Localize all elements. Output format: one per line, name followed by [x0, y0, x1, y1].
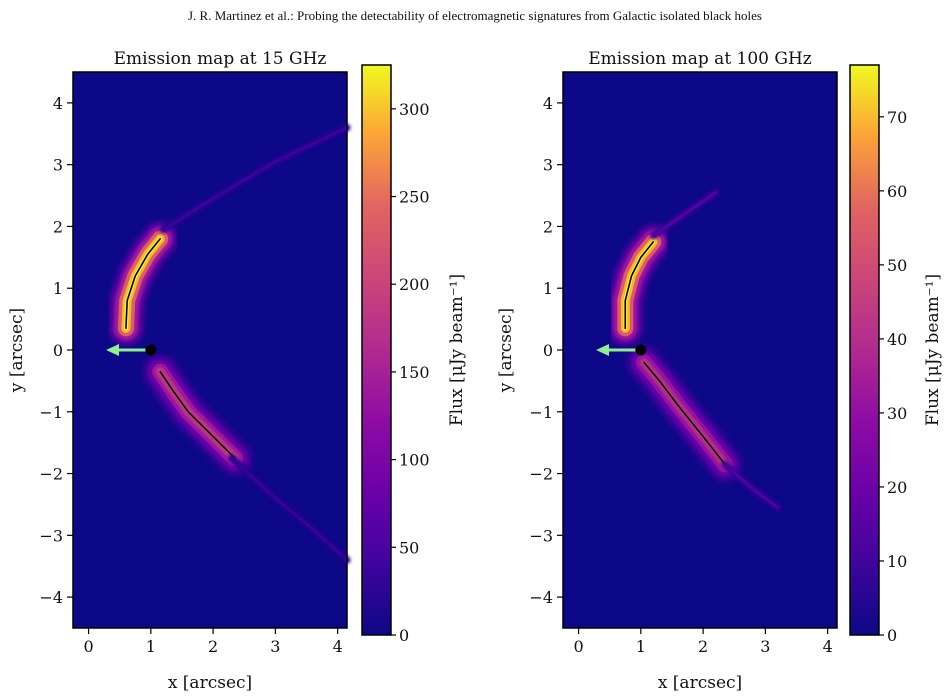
colorbar-tick-label: 30 — [887, 404, 907, 423]
x-tick-label: 1 — [146, 637, 156, 656]
panel-100ghz: Emission map at 100 GHz 0 1 2 3 4 −4 −3 −2 −1 0 1 2… — [496, 49, 943, 693]
x-axis-label: x [arcsec] — [658, 673, 742, 693]
x-tick-label: 0 — [573, 637, 583, 656]
colorbar-tick-label: 40 — [887, 330, 907, 349]
emission-lower-lobe — [143, 354, 252, 476]
colorbar-tick-label: 60 — [887, 182, 907, 201]
panel-title: Emission map at 100 GHz — [588, 49, 812, 69]
colorbar: 0 50 100 150 200 250 300 Flux [μJy beam⁻¹] — [361, 64, 467, 645]
markers — [596, 344, 647, 356]
emission-features — [608, 188, 782, 512]
y-tick-label: 4 — [543, 94, 553, 113]
emission-features — [108, 124, 351, 564]
x-tick-label: 2 — [698, 637, 708, 656]
x-axis-label: x [arcsec] — [168, 673, 252, 693]
colorbar-tick-label: 70 — [887, 108, 907, 127]
colorbar-tick-label: 100 — [399, 451, 430, 470]
running-header: J. R. Martinez et al.: Probing the detec… — [188, 8, 762, 23]
y-axis-label: y [arcsec] — [7, 308, 27, 393]
colorbar-tick-label: 300 — [399, 100, 430, 119]
y-tick-label: 1 — [53, 279, 63, 298]
x-tick-label: 0 — [83, 637, 93, 656]
colorbar-tick-label: 250 — [399, 188, 430, 207]
axis-ticks: 0 1 2 3 4 −4 −3 −2 −1 0 1 2 3 4 — [39, 94, 342, 656]
x-tick-label: 3 — [270, 637, 280, 656]
emission-layer — [162, 126, 348, 231]
y-tick-label: −4 — [529, 588, 553, 607]
markers — [106, 344, 157, 356]
y-tick-label: −2 — [529, 465, 553, 484]
contour-line — [125, 238, 161, 330]
axis-ticks: 0 1 2 3 4 −4 −3 −2 −1 0 1 2 3 4 — [529, 94, 832, 656]
y-axis-label: y [arcsec] — [496, 308, 516, 393]
contour-line — [643, 361, 726, 466]
black-hole-marker — [145, 344, 157, 356]
colorbar-tick-label: 200 — [399, 275, 430, 294]
panel-title: Emission map at 15 GHz — [114, 49, 327, 69]
map-area — [562, 71, 838, 629]
y-tick-label: −3 — [39, 526, 63, 545]
colorbar-tick-label: 0 — [887, 626, 897, 645]
y-tick-label: −4 — [39, 588, 63, 607]
y-tick-label: −2 — [39, 465, 63, 484]
black-hole-marker — [635, 344, 647, 356]
contour-line — [159, 370, 236, 459]
x-tick-label: 4 — [823, 637, 833, 656]
colorbar-gradient — [849, 64, 880, 636]
map-area — [72, 71, 351, 629]
y-tick-label: −1 — [39, 403, 63, 422]
emission-upper-wing — [159, 124, 351, 234]
emission-layer — [231, 457, 348, 561]
colorbar-tick-label: 50 — [887, 256, 907, 275]
colorbar-ticks: 0 10 20 30 40 50 60 70 — [879, 108, 907, 645]
y-tick-label: −1 — [529, 403, 553, 422]
colorbar-tick-label: 150 — [399, 363, 430, 382]
panel-15ghz: Emission map at 15 GHz 0 1 2 3 4 −4 −3 −2 −1 0 1 2 3… — [7, 49, 467, 693]
colorbar: 0 10 20 30 40 50 60 70 Flux [μJy beam⁻¹] — [849, 64, 943, 645]
y-tick-label: −3 — [529, 526, 553, 545]
colorbar-tick-label: 10 — [887, 552, 907, 571]
emission-layer — [652, 191, 717, 237]
emission-upper-lobe — [608, 224, 671, 346]
emission-upper-wing — [649, 188, 720, 240]
emission-lower-wing — [228, 454, 351, 564]
y-tick-label: 4 — [53, 94, 63, 113]
colorbar-label: Flux [μJy beam⁻¹] — [923, 274, 943, 426]
velocity-arrow-head — [106, 344, 120, 356]
colorbar-label: Flux [μJy beam⁻¹] — [447, 274, 467, 426]
y-tick-label: 2 — [543, 217, 553, 236]
y-tick-label: 3 — [53, 156, 63, 175]
emission-layer — [724, 463, 779, 509]
colorbar-tick-label: 20 — [887, 478, 907, 497]
colorbar-tick-label: 50 — [399, 538, 419, 557]
x-tick-label: 4 — [333, 637, 343, 656]
y-tick-label: 0 — [53, 341, 63, 360]
emission-lower-wing — [721, 460, 782, 512]
emission-lower-lobe — [626, 345, 742, 482]
y-tick-label: 1 — [543, 279, 553, 298]
y-tick-label: 3 — [543, 156, 553, 175]
colorbar-ticks: 0 50 100 150 200 250 300 — [391, 100, 430, 645]
y-tick-label: 0 — [543, 341, 553, 360]
x-tick-label: 1 — [636, 637, 646, 656]
emission-upper-lobe — [108, 221, 178, 346]
y-tick-label: 2 — [53, 217, 63, 236]
colorbar-gradient — [361, 64, 392, 636]
contour-line — [624, 241, 655, 330]
velocity-arrow-head — [596, 344, 610, 356]
x-tick-label: 2 — [208, 637, 218, 656]
colorbar-tick-label: 0 — [399, 626, 409, 645]
x-tick-label: 3 — [760, 637, 770, 656]
